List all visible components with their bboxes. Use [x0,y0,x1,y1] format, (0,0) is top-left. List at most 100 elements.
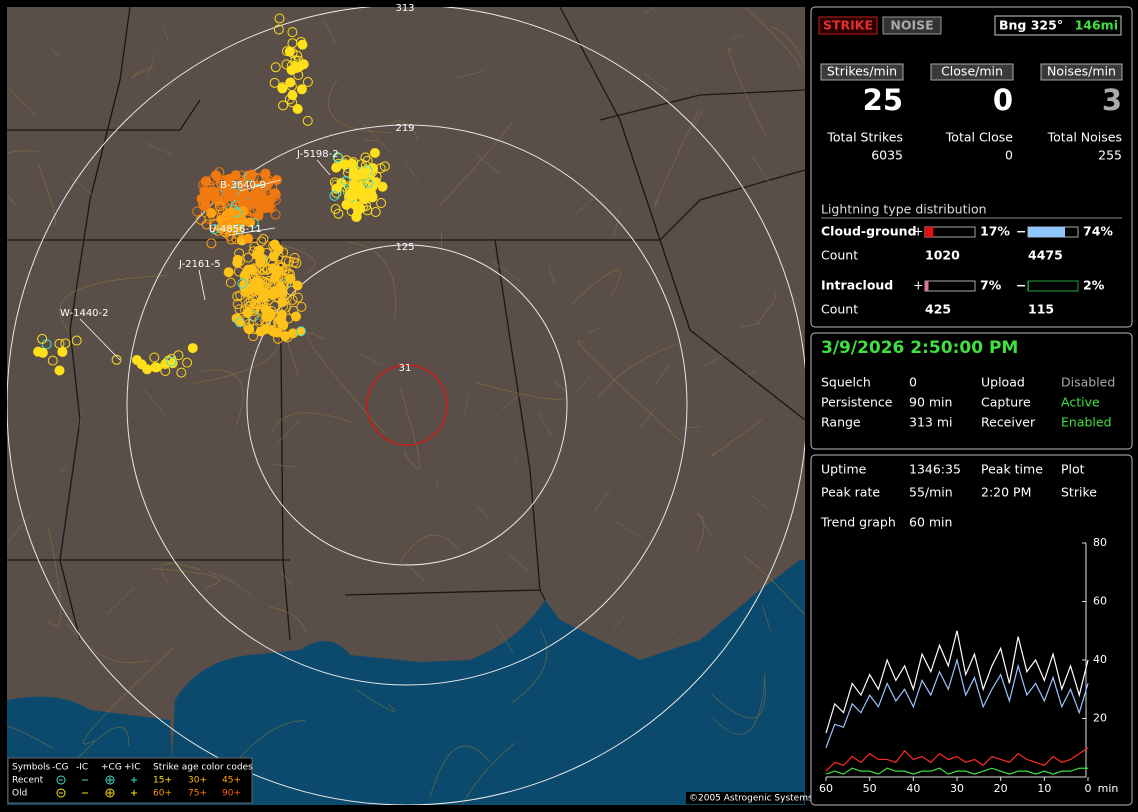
strike [166,353,177,364]
strike [209,219,220,230]
county-line [280,571,294,587]
strike [263,264,274,275]
strike [243,233,254,244]
legend-sym [107,790,113,796]
label: 115 [1028,302,1054,317]
road [7,725,54,749]
strike [223,267,234,278]
strike [302,115,313,126]
strike [287,294,298,305]
road [348,241,396,318]
rate-button[interactable] [930,63,1014,81]
label: W-1440-2 [60,308,109,319]
strike [234,304,245,315]
county-line [464,393,470,414]
strike [256,299,267,310]
rate-button[interactable] [1040,63,1123,81]
strike [47,355,58,366]
bar-fill [925,281,929,291]
road [70,726,129,767]
county-line [751,155,771,185]
county-line [363,124,392,153]
strike [187,343,198,354]
strike [287,38,298,49]
strike [209,224,220,235]
label: 146mi [1075,18,1118,33]
label: 90 min [909,395,952,410]
label: J-5198-2 [296,149,339,160]
strike [225,277,236,288]
strike [111,354,122,365]
label: Range [821,415,861,430]
strike [57,346,68,357]
label: 80 [1093,536,1107,549]
county-line [79,409,82,429]
strike [302,76,313,87]
rate-button[interactable] [820,63,904,81]
strike [234,220,245,231]
label: +CG [101,763,122,773]
strike [208,210,219,221]
label: 31 [399,363,412,374]
strike [269,77,280,88]
county-line [271,464,299,468]
strike [247,303,258,314]
strike [333,153,344,164]
road [59,275,169,332]
close-ring [366,364,448,446]
county-line [491,260,521,281]
road [695,513,705,552]
state-border [344,589,546,601]
label: 2:20 PM [981,485,1031,500]
strike [258,254,269,265]
county-line [638,405,658,430]
label: 75+ [188,789,207,799]
label: 0 [993,83,1013,117]
strike [232,254,243,265]
county-line [476,504,489,519]
label: 60 [819,782,833,795]
strike [206,238,217,249]
strike [287,97,298,108]
strike [278,277,289,288]
bar-track [924,280,976,292]
road [160,563,201,585]
storm-leader [228,227,276,236]
label: 1346:35 [909,462,961,477]
noise-button[interactable] [882,16,942,35]
strike [215,178,226,189]
county-line [613,614,626,629]
strike [261,278,272,289]
label: 0 [1085,782,1092,795]
legend-sym [131,790,137,796]
panel [810,332,1133,450]
strike [217,196,228,207]
label: Upload [981,375,1025,390]
strike [249,178,260,189]
strike [296,84,307,95]
strike [240,269,251,280]
strike [274,314,285,325]
county-line [323,20,336,45]
county-line [681,426,701,429]
strike [200,201,211,212]
road [48,527,62,626]
road [390,120,419,140]
label: Intracloud [821,278,893,293]
road [400,389,420,469]
strike [273,292,284,303]
strike [264,275,275,286]
strike [294,61,305,72]
strike-button[interactable] [818,16,878,35]
strike [332,152,343,163]
label: Peak rate [821,485,880,500]
county-line [677,638,682,640]
county-line [8,514,31,543]
county-line [501,394,521,411]
county-line [513,458,517,463]
county-line [162,21,168,41]
label: 7% [980,278,1002,293]
legend-sym [131,777,137,783]
